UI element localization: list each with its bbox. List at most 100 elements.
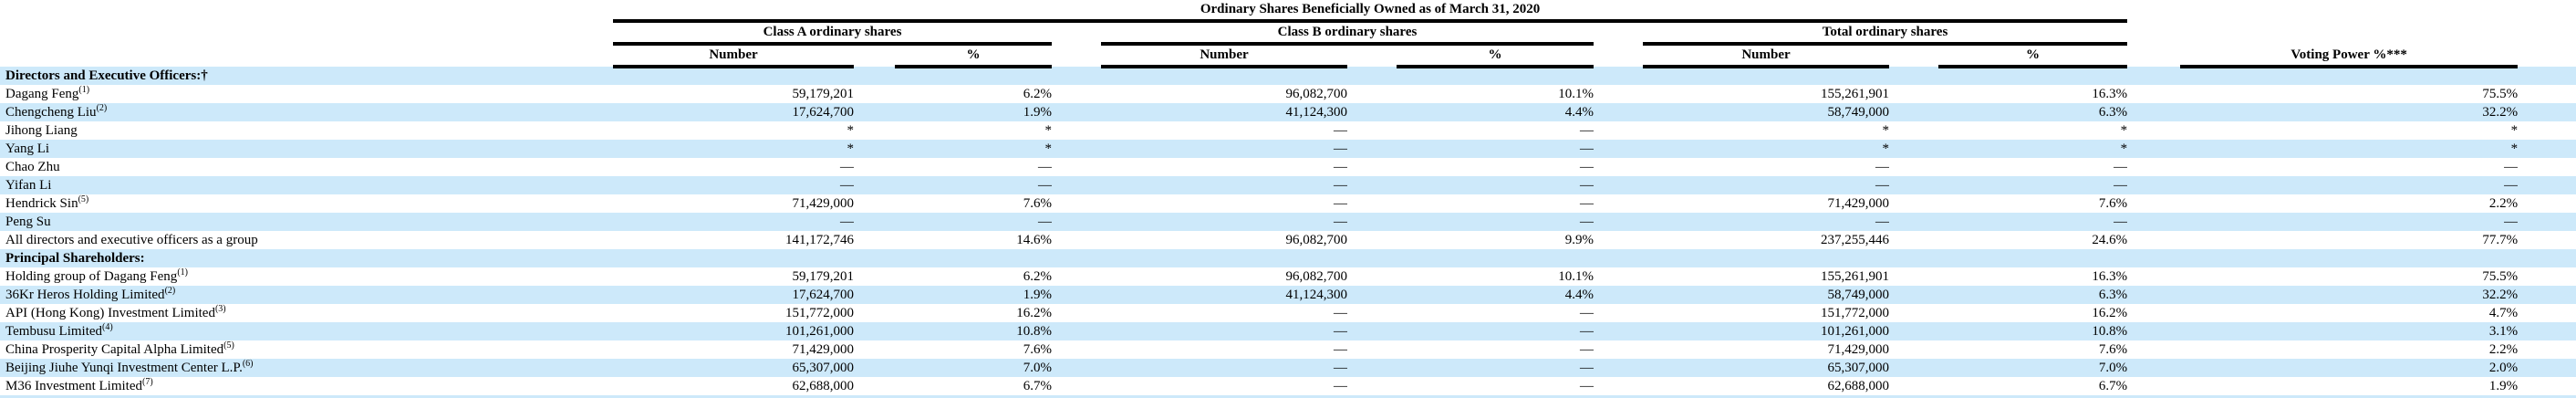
header-spacer	[2180, 0, 2518, 21]
total-percent-cell: 7.0%	[2098, 361, 2128, 375]
column-gap	[1594, 304, 1643, 322]
total-percent-cell: 7.6%	[2098, 342, 2128, 357]
class-a-percent-cell: 10.8%	[1016, 324, 1052, 339]
total-number-cell: 155,261,901	[1821, 269, 1889, 284]
row-label: Tembusu Limited(4)	[0, 322, 613, 340]
column-gap	[1347, 304, 1397, 322]
class-a-number-cell: 151,772,000	[785, 306, 854, 320]
column-gap	[1052, 85, 1101, 103]
right-margin	[2518, 304, 2576, 322]
column-gap	[2127, 85, 2180, 103]
voting-power-cell: 3.1%	[2488, 324, 2519, 339]
column-gap	[1052, 377, 1101, 395]
class-a-percent-cell: 6.2%	[1023, 269, 1052, 284]
column-gap	[1594, 377, 1643, 395]
footnote-ref: (3)	[214, 304, 226, 314]
column-gap	[1594, 322, 1643, 340]
column-gap	[2127, 359, 2180, 377]
total-number-cell: 151,772,000	[1821, 306, 1889, 320]
class-a-group-header: Class A ordinary shares	[613, 21, 1052, 46]
column-gap	[1594, 67, 1643, 85]
row-label-text: Yifan Li	[5, 178, 52, 193]
voting-power-cell: *	[2510, 123, 2519, 138]
total-percent-cell	[1938, 67, 2127, 85]
row-label-text: Chengcheng Liu	[5, 105, 97, 120]
class-a-percent-cell: 1.9%	[1023, 288, 1052, 302]
header-spacer	[0, 44, 613, 67]
right-margin	[2518, 286, 2576, 304]
voting-power-cell: 32.2%	[2482, 288, 2519, 302]
total-percent-cell: *	[2120, 141, 2128, 156]
column-gap	[1052, 249, 1101, 267]
sub-header-row: Number % Number % Number % Voting Power …	[0, 44, 2576, 68]
column-gap	[1889, 359, 1938, 377]
total-percent-cell: 7.6%	[2098, 196, 2128, 211]
column-gap	[2127, 21, 2180, 44]
class-b-percent-cell: —	[1580, 215, 1594, 229]
class-a-number-cell: 65,307,000	[792, 361, 855, 375]
table-row: Beijing Jiuhe Yunqi Investment Center L.…	[0, 359, 2576, 377]
class-b-percent-cell: 9.9%	[1564, 233, 1594, 247]
column-gap	[1347, 67, 1397, 85]
row-label: Holding group of Dagang Feng(1)	[0, 267, 613, 286]
total-percent-cell	[1938, 249, 2127, 267]
right-margin	[2518, 21, 2576, 44]
column-gap	[1052, 44, 1101, 67]
column-gap	[854, 121, 895, 140]
class-a-percent-header: %	[895, 44, 1052, 68]
row-label: Jihong Liang	[0, 121, 613, 140]
section-row: Directors and Executive Officers:†	[0, 67, 2576, 85]
row-label: Chengcheng Liu(2)	[0, 103, 613, 121]
class-b-number-cell: —	[1334, 215, 1347, 229]
total-number-cell: *	[1882, 141, 1890, 156]
row-label: Chao Zhu	[0, 158, 613, 176]
column-gap	[2127, 140, 2180, 158]
column-gap	[1347, 158, 1397, 176]
column-gap	[854, 44, 895, 67]
class-b-number-cell: 96,082,700	[1285, 233, 1348, 247]
class-b-number-cell: —	[1334, 306, 1347, 320]
class-b-percent-cell: —	[1580, 160, 1594, 174]
row-label-text: API (Hong Kong) Investment Limited	[5, 306, 215, 320]
column-gap	[854, 67, 895, 85]
column-gap	[854, 249, 895, 267]
column-gap	[1347, 140, 1397, 158]
column-gap	[1889, 67, 1938, 85]
voting-power-cell: 4.7%	[2488, 306, 2519, 320]
table-row: Hendrick Sin(5) 71,429,000 7.6% — — 71,429,00…	[0, 194, 2576, 213]
total-number-cell	[1643, 249, 1889, 267]
total-number-cell: 155,261,901	[1821, 87, 1889, 101]
column-gap	[854, 231, 895, 249]
column-gap	[1889, 213, 1938, 231]
class-a-percent-cell: 14.6%	[1016, 233, 1052, 247]
column-gap	[1052, 359, 1101, 377]
total-percent-cell: —	[2114, 178, 2128, 193]
class-a-number-cell: 141,172,746	[785, 233, 854, 247]
column-gap	[1889, 231, 1938, 249]
class-b-number-cell: 41,124,300	[1285, 105, 1348, 120]
column-gap	[1889, 103, 1938, 121]
footnote-ref: (6)	[242, 359, 254, 369]
column-gap	[854, 85, 895, 103]
footnote-ref: (1)	[177, 267, 188, 278]
class-b-percent-cell	[1397, 249, 1594, 267]
table-row: Chengcheng Liu(2) 17,624,700 1.9% 41,124,30…	[0, 103, 2576, 121]
row-label-text: Holding group of Dagang Feng	[5, 269, 178, 284]
class-a-number-header: Number	[613, 44, 854, 68]
column-gap	[1594, 267, 1643, 286]
row-label: Beijing Jiuhe Yunqi Investment Center L.…	[0, 359, 613, 377]
column-gap	[2127, 121, 2180, 140]
right-margin	[2518, 340, 2576, 359]
class-a-number-cell	[613, 67, 854, 85]
column-gap	[1052, 21, 1101, 44]
voting-power-cell: *	[2510, 141, 2519, 156]
column-gap	[1889, 249, 1938, 267]
total-number-cell: 58,749,000	[1827, 288, 1890, 302]
column-gap	[2127, 322, 2180, 340]
column-gap	[2127, 377, 2180, 395]
right-margin	[2518, 0, 2576, 21]
row-label: Directors and Executive Officers:†	[0, 67, 613, 85]
column-gap	[1889, 377, 1938, 395]
voting-power-cell: —	[2504, 215, 2519, 229]
